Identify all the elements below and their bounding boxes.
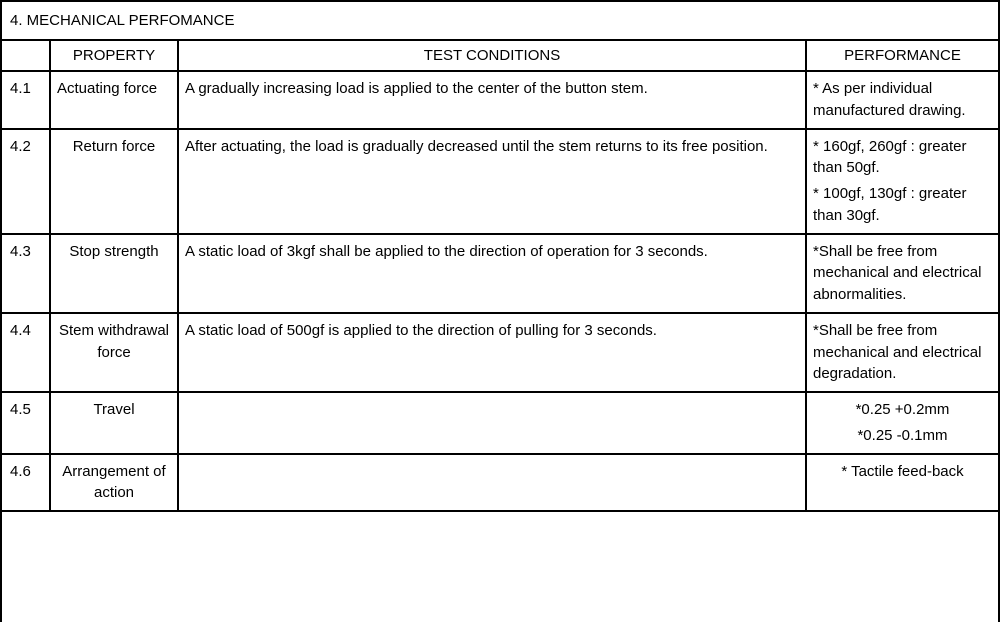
table-row: 4.5Travel *0.25 +0.2mm *0.25 -0.1mm [2, 392, 998, 454]
table-row: 4.3Stop strengthA static load of 3kgf sh… [2, 234, 998, 313]
cell-conditions: A static load of 500gf is applied to the… [178, 313, 806, 392]
cell-performance: * As per individual manufactured drawing… [806, 71, 998, 129]
cell-property: Actuating force [50, 71, 178, 129]
table-body: 4.1Actuating forceA gradually increasing… [2, 71, 998, 511]
section-title: 4. MECHANICAL PERFOMANCE [2, 2, 998, 41]
cell-conditions [178, 392, 806, 454]
performance-item: * 160gf, 260gf : greater than 50gf. [813, 136, 992, 180]
cell-property: Arrangement of action [50, 454, 178, 512]
performance-item: *Shall be free from mechanical and elect… [813, 241, 992, 306]
cell-number: 4.4 [2, 313, 50, 392]
cell-property: Stop strength [50, 234, 178, 313]
table-row: 4.2Return forceAfter actuating, the load… [2, 129, 998, 234]
cell-property: Stem withdrawal force [50, 313, 178, 392]
cell-performance: *0.25 +0.2mm *0.25 -0.1mm [806, 392, 998, 454]
cell-performance: *Shall be free from mechanical and elect… [806, 234, 998, 313]
spec-table-container: 4. MECHANICAL PERFOMANCE PROPERTY TEST C… [0, 0, 1000, 622]
col-header-performance: PERFORMANCE [806, 41, 998, 71]
mechanical-performance-table: PROPERTY TEST CONDITIONS PERFORMANCE 4.1… [2, 41, 998, 512]
table-row: 4.6Arrangement of action * Tactile feed-b… [2, 454, 998, 512]
cell-conditions: A static load of 3kgf shall be applied t… [178, 234, 806, 313]
performance-item: * As per individual manufactured drawing… [813, 78, 992, 122]
cell-number: 4.2 [2, 129, 50, 234]
cell-number: 4.5 [2, 392, 50, 454]
cell-property: Travel [50, 392, 178, 454]
table-row: 4.1Actuating forceA gradually increasing… [2, 71, 998, 129]
cell-performance: * Tactile feed-back [806, 454, 998, 512]
cell-conditions [178, 454, 806, 512]
cell-number: 4.6 [2, 454, 50, 512]
cell-performance: *Shall be free from mechanical and elect… [806, 313, 998, 392]
cell-conditions: A gradually increasing load is applied t… [178, 71, 806, 129]
col-header-num [2, 41, 50, 71]
performance-item: * 100gf, 130gf : greater than 30gf. [813, 183, 992, 227]
table-row: 4.4Stem withdrawal forceA static load of… [2, 313, 998, 392]
col-header-property: PROPERTY [50, 41, 178, 71]
cell-performance: * 160gf, 260gf : greater than 50gf.* 100… [806, 129, 998, 234]
performance-item: *0.25 +0.2mm [813, 399, 992, 421]
performance-item: *Shall be free from mechanical and elect… [813, 320, 992, 385]
cell-property: Return force [50, 129, 178, 234]
performance-item: * Tactile feed-back [813, 461, 992, 483]
cell-number: 4.1 [2, 71, 50, 129]
cell-conditions: After actuating, the load is gradually d… [178, 129, 806, 234]
col-header-conditions: TEST CONDITIONS [178, 41, 806, 71]
table-header-row: PROPERTY TEST CONDITIONS PERFORMANCE [2, 41, 998, 71]
cell-number: 4.3 [2, 234, 50, 313]
performance-item: *0.25 -0.1mm [813, 425, 992, 447]
